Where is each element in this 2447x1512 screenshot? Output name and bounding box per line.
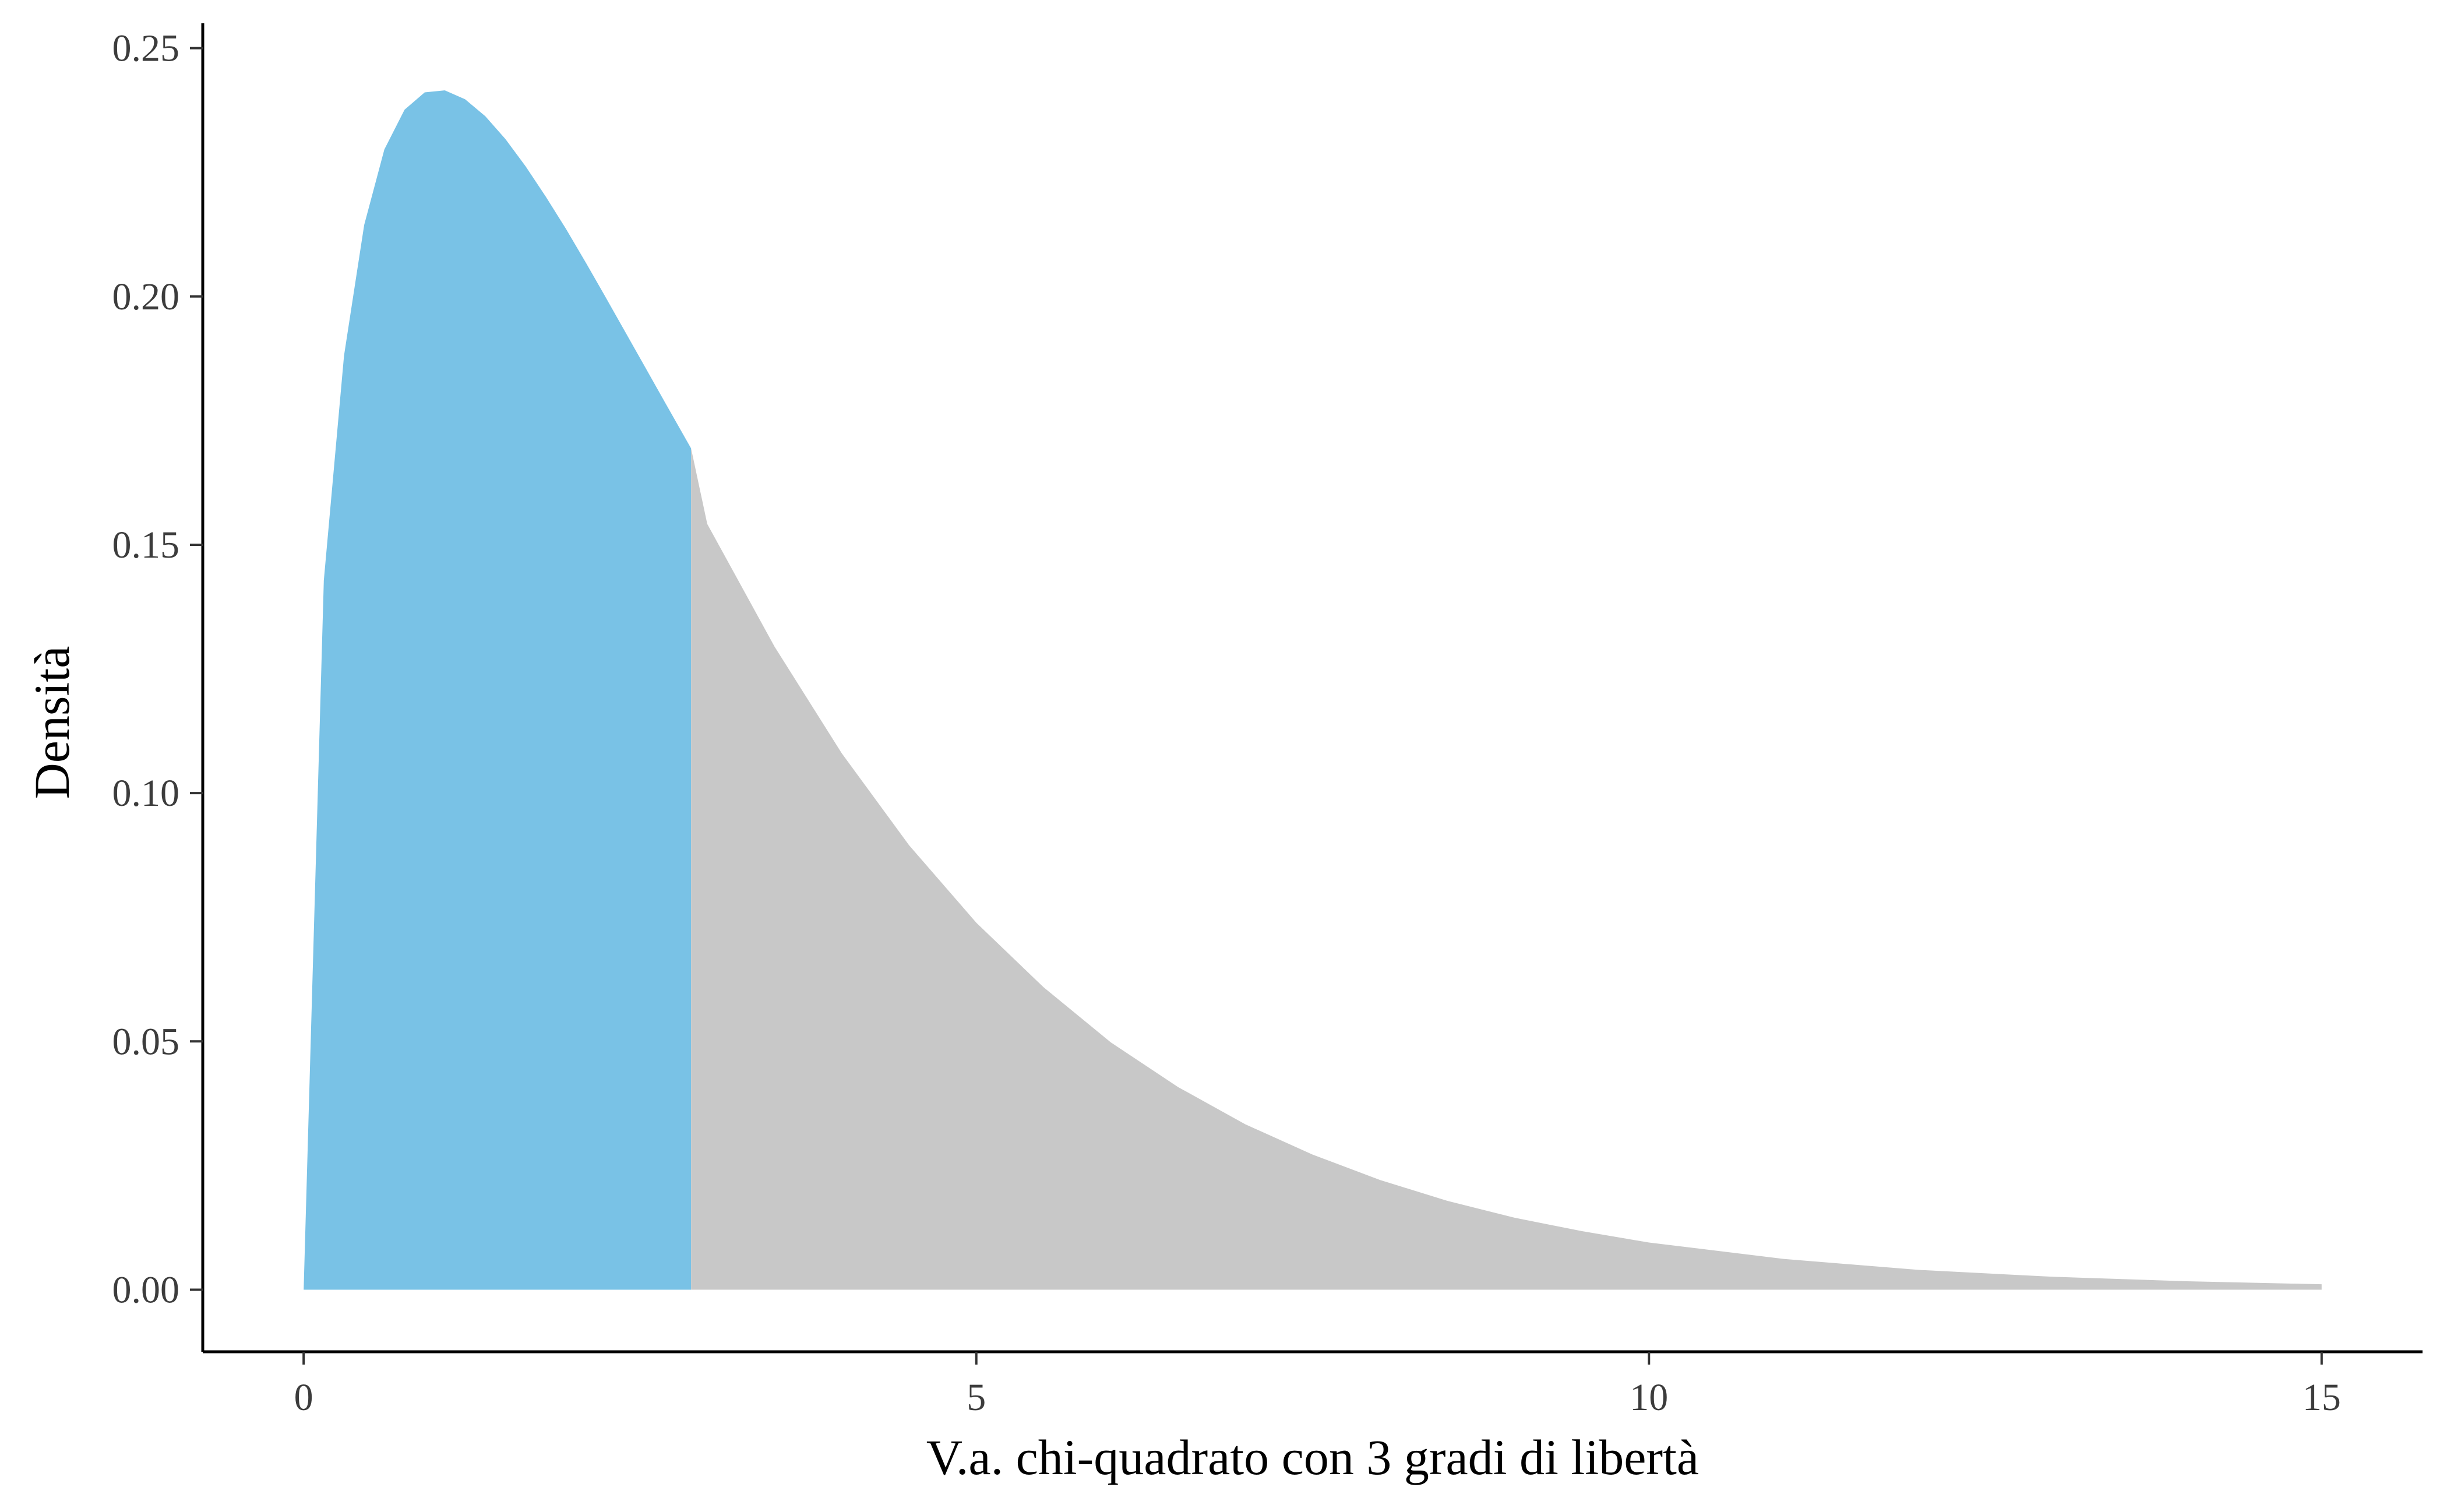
x-tick-label: 5: [967, 1376, 986, 1419]
y-tick-label: 0.05: [112, 1020, 180, 1063]
density-area-tail-region: [691, 448, 2322, 1290]
y-tick-label: 0.20: [112, 276, 180, 318]
y-axis-ticks: 0.00 0.05 0.10 0.15 0.20 0.25: [112, 27, 203, 1311]
x-axis-title: V.a. chi-quadrato con 3 gradi di libertà: [926, 1429, 1699, 1485]
density-area-shaded-region: [304, 90, 692, 1290]
x-tick-label: 0: [294, 1376, 313, 1419]
y-tick-label: 0.25: [112, 27, 180, 70]
axes: [201, 23, 2423, 1354]
density-areas: [304, 90, 2322, 1290]
y-tick-label: 0.15: [112, 524, 180, 566]
x-tick-label: 15: [2303, 1376, 2341, 1419]
y-tick-label: 0.00: [112, 1268, 180, 1311]
x-axis-ticks: 0 5 10 15: [294, 1352, 2341, 1419]
y-axis-title: Densità: [24, 646, 80, 799]
y-tick-label: 0.10: [112, 772, 180, 815]
x-tick-label: 10: [1630, 1376, 1668, 1419]
